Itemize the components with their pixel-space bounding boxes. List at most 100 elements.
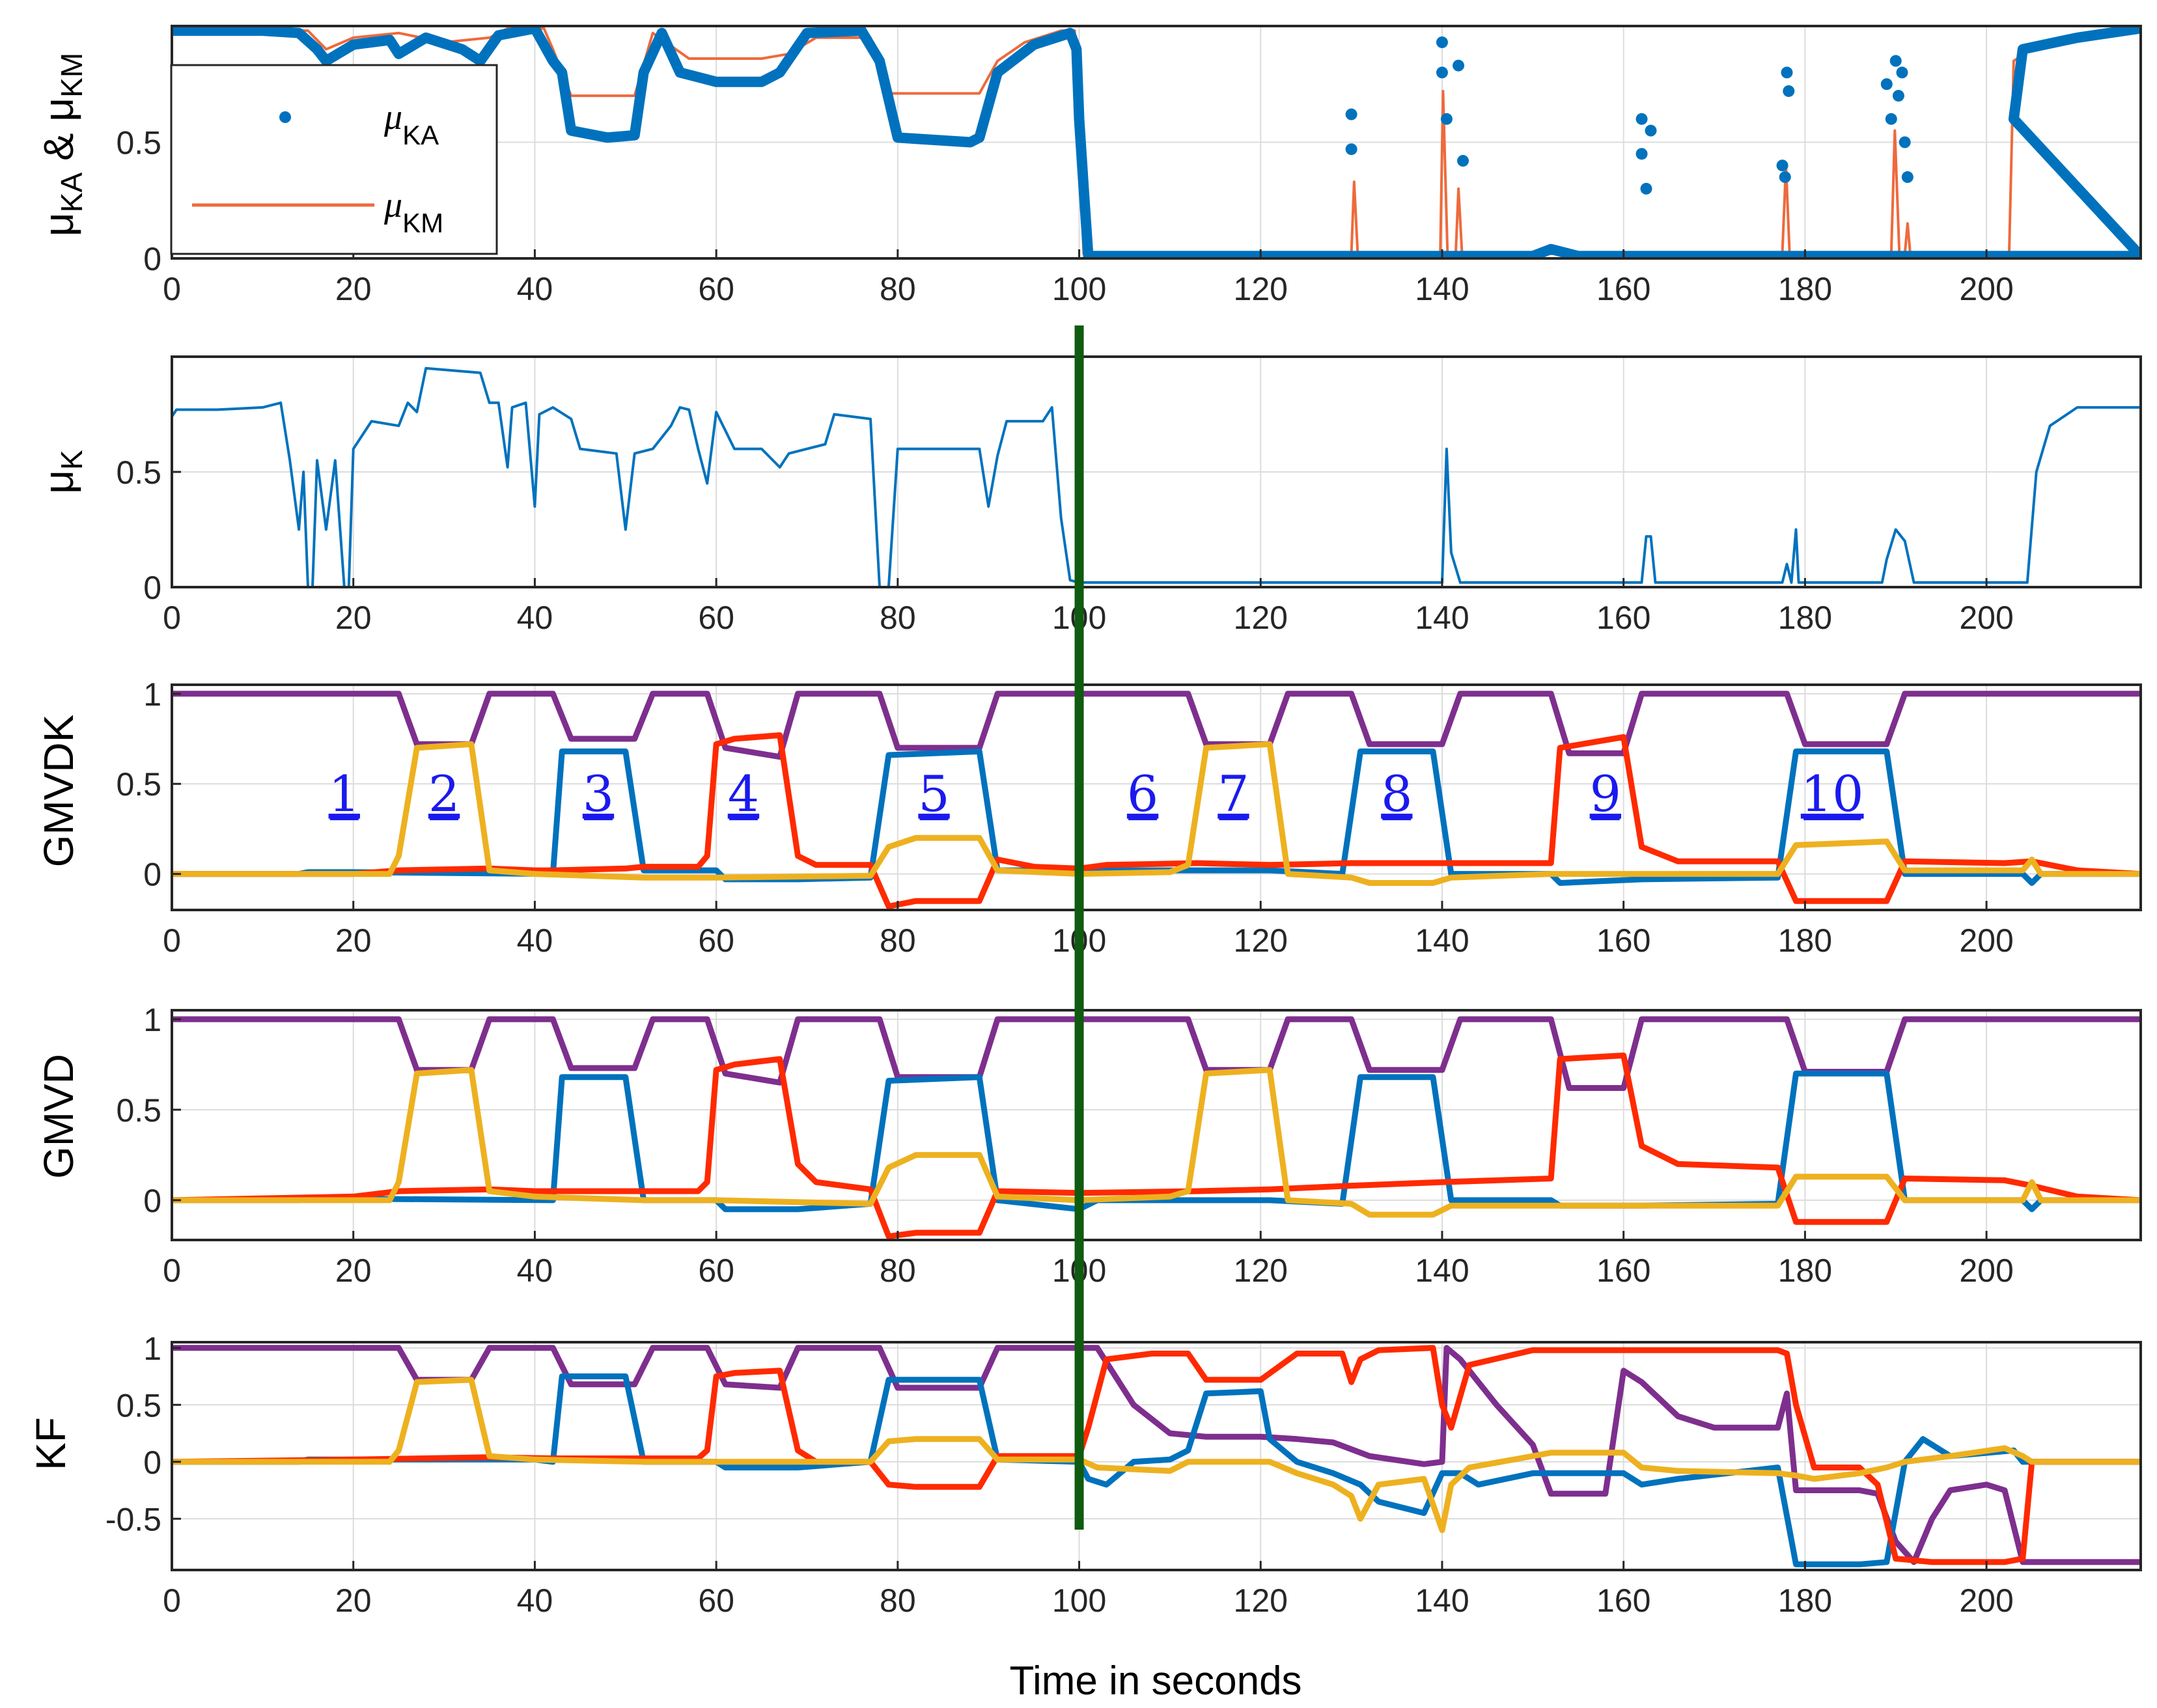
x-tick-label: 180 <box>1778 599 1832 636</box>
data-point <box>1345 143 1357 156</box>
x-tick-label: 160 <box>1596 922 1650 959</box>
y-tick-label: 0 <box>143 857 161 893</box>
panel-mu-ka-km: 0 20 40 60 80 100 120 140 160 180 200 00.5 μKA & μ… <box>35 25 2142 307</box>
series-line-blue <box>172 748 2141 886</box>
data-point <box>1781 66 1793 79</box>
series-group <box>172 1016 2141 1239</box>
x-tick-label: 180 <box>1778 1252 1832 1289</box>
x-tick-label: 140 <box>1415 1252 1469 1289</box>
y-tick-label: 0 <box>143 1183 161 1219</box>
x-tick-label: 180 <box>1778 922 1832 959</box>
series-group <box>172 1345 2141 1567</box>
y-tick-label: 0.5 <box>116 1387 161 1424</box>
x-tick-label: 140 <box>1415 271 1469 307</box>
x-tick-label: 0 <box>163 599 181 636</box>
data-point <box>1345 108 1357 120</box>
x-tick-label: 160 <box>1596 1582 1650 1619</box>
x-tick-label: 40 <box>517 1582 553 1619</box>
panel-5-ytick-labels: -0.5 0 0.5 1 <box>105 1330 181 1537</box>
x-tick-label: 100 <box>1052 271 1106 307</box>
panel-5-ylabel: KF <box>27 1417 74 1470</box>
data-point <box>1436 66 1448 79</box>
x-tick-label: 160 <box>1596 599 1650 636</box>
y-tick-label: 0.5 <box>116 1092 161 1129</box>
panel-5-xtick-labels: 0 20 40 60 80 100 120 140 160 180 200 <box>163 1561 2014 1619</box>
series-line-red <box>172 732 2141 909</box>
y-tick-label: 0 <box>143 1444 161 1481</box>
x-tick-label: 0 <box>163 922 181 959</box>
x-tick-label: 120 <box>1234 271 1288 307</box>
x-tick-label: 140 <box>1415 1582 1469 1619</box>
data-point <box>1880 78 1893 90</box>
x-tick-label: 40 <box>517 922 553 959</box>
segment-labels: 1 2 3 4 5 6 7 8 9 10 <box>329 765 1864 823</box>
series-group <box>172 691 2141 909</box>
series-line-blue <box>172 1070 2141 1213</box>
y-tick-label: 1 <box>143 676 161 713</box>
segment-label: 5 <box>918 765 949 823</box>
panel-3-plot-area <box>172 691 2141 909</box>
x-tick-label: 0 <box>163 271 181 307</box>
x-tick-label: 60 <box>698 271 734 307</box>
x-tick-label: 120 <box>1234 1252 1288 1289</box>
x-tick-label: 200 <box>1959 1252 2013 1289</box>
series-line-red <box>172 1345 2141 1565</box>
data-point <box>1436 36 1448 48</box>
series-line-μKA <box>172 26 2141 258</box>
x-tick-label: 200 <box>1959 1582 2013 1619</box>
data-point <box>1892 90 1904 102</box>
y-tick-label: 1 <box>143 1330 161 1367</box>
series-line-purple <box>172 1016 2141 1091</box>
data-point <box>1899 136 1911 148</box>
y-tick-label: 0.5 <box>116 454 161 491</box>
panel-3-axes-box <box>171 683 2142 911</box>
segment-label: 2 <box>428 765 460 823</box>
panel-1-xtick-labels: 0 20 40 60 80 100 120 140 160 180 200 <box>163 249 2014 307</box>
series-line-purple <box>172 1345 2141 1565</box>
x-tick-label: 180 <box>1778 271 1832 307</box>
x-tick-label: 20 <box>335 1582 372 1619</box>
data-point <box>1885 113 1897 125</box>
x-tick-label: 200 <box>1959 922 2013 959</box>
legend-label-mu-km: μKM <box>383 185 443 238</box>
y-tick-label: 0.5 <box>116 125 161 161</box>
x-tick-label: 160 <box>1596 1252 1650 1289</box>
segment-label: 4 <box>728 765 759 823</box>
x-tick-label: 20 <box>335 599 372 636</box>
legend-box <box>170 64 498 255</box>
x-tick-label: 60 <box>698 1582 734 1619</box>
x-tick-label: 0 <box>163 1582 181 1619</box>
x-tick-label: 60 <box>698 1252 734 1289</box>
series-group <box>172 26 2141 258</box>
data-point <box>1440 113 1453 125</box>
x-tick-label: 40 <box>517 1252 553 1289</box>
x-tick-label: 0 <box>163 1252 181 1289</box>
series-line-μK <box>172 366 2141 587</box>
x-tick-label: 40 <box>517 271 553 307</box>
segment-label: 9 <box>1590 765 1621 823</box>
x-tick-label: 20 <box>335 271 372 307</box>
panel-1-plot-area <box>172 26 2141 258</box>
panel-2-ylabel: μK <box>35 450 89 494</box>
panel-2-plot-area <box>172 366 2141 587</box>
data-point <box>1901 171 1913 184</box>
x-tick-label: 20 <box>335 922 372 959</box>
x-tick-label: 200 <box>1959 599 2013 636</box>
segment-label: 7 <box>1218 765 1249 823</box>
panel-1-ylabel: μKA & μKM <box>35 53 89 236</box>
y-tick-label: 0 <box>143 241 161 277</box>
panel-2-ytick-labels: 00.5 <box>116 454 181 606</box>
series-line-yellow <box>172 1377 2141 1534</box>
segment-label: 8 <box>1381 765 1412 823</box>
x-tick-label: 80 <box>880 599 916 636</box>
panel-3-ytick-labels: 00.51 <box>116 676 181 893</box>
x-tick-label: 100 <box>1052 1582 1106 1619</box>
segment-label: 6 <box>1127 765 1158 823</box>
panel-5-plot-area <box>172 1345 2141 1567</box>
x-tick-label: 160 <box>1596 271 1650 307</box>
y-tick-label: -0.5 <box>105 1501 161 1537</box>
y-tick-label: 0 <box>143 570 161 606</box>
